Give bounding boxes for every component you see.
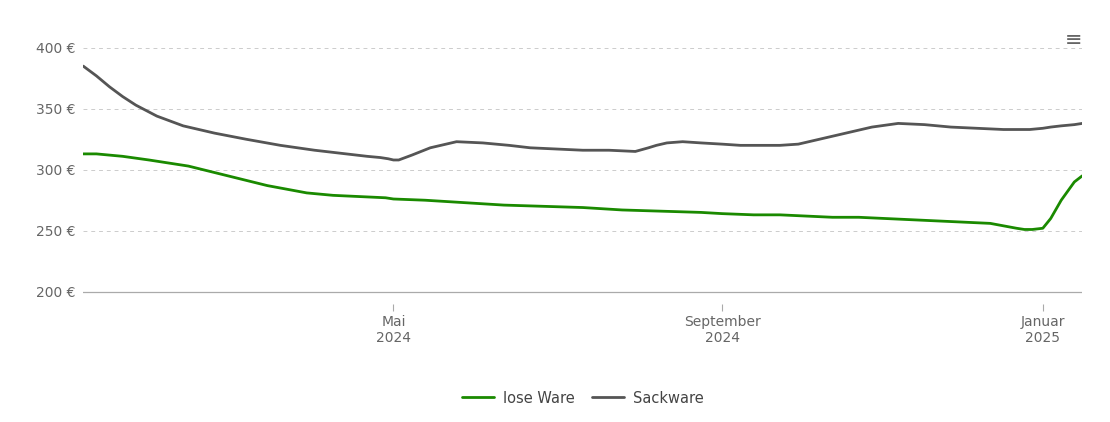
- lose Ware: [353, 194, 366, 199]
- lose Ware: [77, 151, 90, 157]
- lose Ware: [386, 197, 400, 202]
- lose Ware: [576, 205, 589, 210]
- Sackware: [1076, 121, 1089, 126]
- lose Ware: [747, 212, 760, 217]
- lose Ware: [497, 203, 511, 208]
- lose Ware: [261, 183, 274, 188]
- lose Ware: [1010, 226, 1023, 231]
- lose Ware: [957, 219, 970, 225]
- Sackware: [1068, 122, 1081, 127]
- lose Ware: [1076, 173, 1089, 179]
- lose Ware: [326, 193, 340, 198]
- lose Ware: [852, 215, 866, 220]
- lose Ware: [616, 208, 629, 213]
- Legend: lose Ware, Sackware: lose Ware, Sackware: [456, 385, 709, 412]
- lose Ware: [716, 211, 729, 216]
- lose Ware: [1045, 216, 1058, 221]
- lose Ware: [1068, 179, 1081, 184]
- lose Ware: [379, 195, 392, 200]
- Sackware: [386, 157, 400, 162]
- lose Ware: [418, 197, 432, 203]
- Sackware: [392, 157, 405, 162]
- lose Ware: [878, 216, 891, 221]
- lose Ware: [1018, 227, 1031, 232]
- Sackware: [813, 137, 826, 142]
- lose Ware: [142, 157, 155, 162]
- lose Ware: [774, 212, 787, 217]
- lose Ware: [1054, 197, 1068, 203]
- lose Ware: [695, 210, 708, 215]
- lose Ware: [655, 208, 668, 214]
- lose Ware: [457, 200, 471, 205]
- lose Ware: [221, 173, 234, 179]
- Sackware: [405, 153, 418, 158]
- lose Ware: [931, 219, 945, 224]
- lose Ware: [1036, 226, 1049, 231]
- lose Ware: [536, 204, 549, 209]
- Sackware: [77, 64, 90, 69]
- lose Ware: [1026, 227, 1039, 232]
- lose Ware: [905, 217, 918, 222]
- lose Ware: [182, 164, 195, 169]
- lose Ware: [90, 151, 103, 157]
- lose Ware: [983, 221, 997, 226]
- Line: Sackware: Sackware: [83, 66, 1082, 160]
- lose Ware: [826, 215, 839, 220]
- lose Ware: [799, 214, 813, 219]
- Line: lose Ware: lose Ware: [83, 154, 1082, 230]
- Text: ≡: ≡: [1064, 30, 1082, 49]
- lose Ware: [300, 190, 313, 195]
- Sackware: [340, 151, 353, 157]
- Sackware: [755, 143, 768, 148]
- lose Ware: [117, 154, 130, 159]
